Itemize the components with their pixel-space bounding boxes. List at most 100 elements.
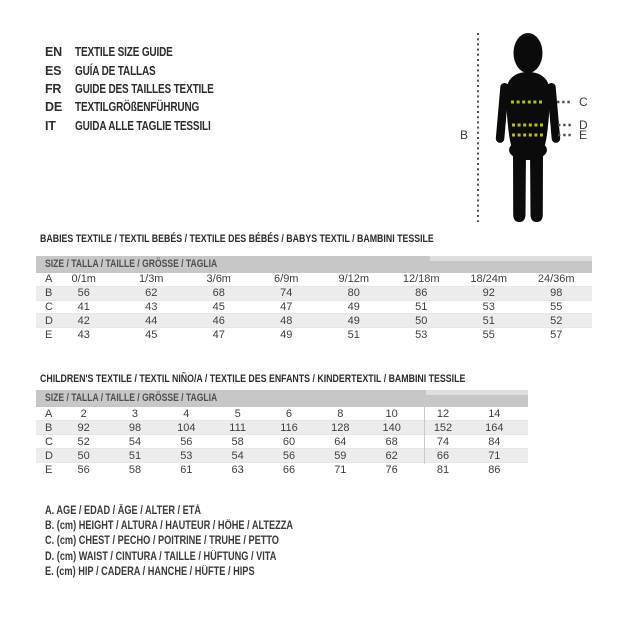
waist-label: D: [579, 118, 588, 132]
row-label: D: [45, 314, 53, 327]
table-cell: 128: [331, 421, 350, 434]
table-cell: 71: [334, 464, 347, 476]
table-cell: 47: [280, 300, 293, 313]
table-cell: 111: [229, 421, 247, 434]
table-cell: 52: [77, 435, 90, 448]
legend-item: B. (cm) HEIGHT / ALTURA / HAUTEUR / HÖHE…: [45, 520, 294, 533]
row-cells: 0/1m 1/3m 3/6m 6/9m 9/12m 12/18m 18/24m 24/36m: [36, 273, 592, 286]
table-row: B 92 98 104 111 116 128 140 152 164: [36, 421, 528, 435]
header-notch: [430, 256, 592, 261]
legend-item: E. (cm) HIP / CADERA / HANCHE / HÜFTE / …: [45, 565, 255, 578]
table-cell: 71: [488, 449, 501, 462]
row-label: A: [45, 273, 53, 286]
row-label: C: [45, 300, 53, 313]
chest-measure-line: C: [511, 95, 588, 109]
table-cell: 4: [183, 407, 190, 420]
language-code: FR: [45, 81, 62, 96]
row-label: E: [45, 329, 53, 342]
language-title: GUIDA ALLE TAGLIE TESSILI: [75, 118, 211, 133]
header-notch: [426, 390, 528, 395]
table-cell: 74: [280, 287, 293, 300]
table-row: E 56 58 61 63 66 71 76 81 86: [36, 463, 528, 477]
table-cell: 56: [77, 287, 90, 300]
table-cell: 41: [77, 300, 90, 313]
row-cells: 2 3 4 5 6 8 10 12 14: [36, 407, 528, 420]
table-cell: 49: [280, 329, 293, 342]
table-cell: 98: [550, 287, 563, 300]
waist-measure-line: D: [512, 118, 588, 132]
table-cell: 2: [80, 407, 87, 420]
row-label: B: [45, 287, 53, 300]
table-cell: 24/36m: [537, 273, 575, 286]
hip-label: E: [579, 128, 587, 142]
row-cells: 56 58 61 63 66 71 76 81 86: [36, 463, 528, 477]
table-cell: 116: [280, 421, 298, 434]
table-cell: 74: [436, 435, 450, 448]
language-row: DE TEXTILGRÖßENFÜHRUNG: [45, 98, 248, 116]
table-row: C 41 43 45 47 49 51 53 55: [36, 301, 592, 315]
table-cell: 80: [347, 287, 360, 300]
table-cell: 66: [436, 449, 450, 462]
table-cell: 3: [131, 407, 139, 420]
table-row: A 2 3 4 5 6 8 10 12 14: [36, 407, 528, 421]
language-title-list: EN TEXTILE SIZE GUIDE ES GUÍA DE TALLAS …: [45, 43, 248, 135]
size-header-label: SIZE / TALLA / TAILLE / GRÖSSE / TAGLIA: [45, 392, 218, 404]
table-cell: 43: [77, 329, 90, 342]
children-section-title: CHILDREN'S TEXTILE / TEXTIL NIÑO/A / TEX…: [40, 373, 466, 385]
size-header-label: SIZE / TALLA / TAILLE / GRÖSSE / TAGLIA: [45, 258, 218, 270]
table-cell: 98: [128, 421, 142, 434]
row-label: B: [45, 421, 53, 434]
table-cell: 54: [128, 435, 142, 448]
table-cell: 49: [347, 300, 360, 313]
table-cell: 51: [415, 300, 428, 313]
table-cell: 92: [482, 287, 495, 300]
legend-item: A. AGE / EDAD / ÂGE / ALTER / ETÀ: [45, 505, 202, 517]
table-body: A 2 3 4 5 6 8 10 12 14 B 92 98 104 111 116 128 140 152 164 C…: [36, 407, 528, 477]
row-label: D: [45, 449, 53, 462]
table-cell: 10: [385, 407, 398, 420]
child-silhouette-diagram: B C D E: [460, 33, 588, 222]
language-code: IT: [45, 118, 56, 133]
table-cell: 56: [282, 449, 296, 462]
table-cell: 55: [482, 329, 495, 342]
table-cell: 62: [385, 449, 398, 462]
table-cell: 12/18m: [402, 273, 440, 286]
table-cell: 59: [334, 449, 347, 462]
size-12-column-divider: [424, 407, 425, 464]
table-cell: 51: [128, 449, 142, 462]
babies-size-table: SIZE / TALLA / TAILLE / GRÖSSE / TAGLIA …: [36, 256, 592, 342]
language-title: GUÍA DE TALLAS: [75, 63, 156, 78]
table-cell: 43: [145, 300, 158, 313]
measurement-figure: B C D E: [458, 26, 590, 234]
table-cell: 5: [234, 407, 241, 420]
legend-item: C. (cm) CHEST / PECHO / POITRINE / TRUHE…: [45, 535, 279, 548]
table-cell: 48: [280, 314, 293, 327]
language-code: EN: [45, 45, 62, 60]
language-code: ES: [45, 63, 62, 78]
row-label: E: [45, 464, 53, 476]
table-row: D 50 51 53 54 56 59 62 66 71: [36, 449, 528, 463]
babies-section-title: BABIES TEXTILE / TEXTIL BEBÉS / TEXTILE …: [40, 233, 434, 245]
table-cell: 18/24m: [470, 273, 508, 286]
language-title: GUIDE DES TAILLES TEXTILE: [75, 81, 214, 96]
table-cell: 52: [550, 314, 563, 327]
measurement-legend: A. AGE / EDAD / ÂGE / ALTER / ETÀ B. (cm…: [45, 504, 355, 580]
size-header-row: SIZE / TALLA / TAILLE / GRÖSSE / TAGLIA: [36, 256, 592, 273]
table-cell: 45: [145, 329, 158, 342]
table-cell: 84: [488, 435, 501, 448]
table-cell: 140: [382, 421, 401, 434]
row-cells: 42 44 46 48 49 50 51 52: [36, 314, 592, 327]
table-cell: 14: [488, 407, 501, 420]
language-row: FR GUIDE DES TAILLES TEXTILE: [45, 80, 248, 98]
table-cell: 1/3m: [139, 273, 164, 286]
table-row: D 42 44 46 48 49 50 51 52: [36, 314, 592, 329]
table-cell: 47: [212, 329, 225, 342]
row-cells: 56 62 68 74 80 86 92 98: [36, 287, 592, 300]
children-size-table: SIZE / TALLA / TAILLE / GRÖSSE / TAGLIA …: [36, 390, 528, 477]
table-cell: 66: [282, 464, 296, 476]
table-row: B 56 62 68 74 80 86 92 98: [36, 286, 592, 301]
table-cell: 9/12m: [338, 273, 370, 286]
table-cell: 51: [347, 329, 360, 342]
table-cell: 64: [334, 435, 347, 448]
table-cell: 81: [436, 464, 450, 476]
